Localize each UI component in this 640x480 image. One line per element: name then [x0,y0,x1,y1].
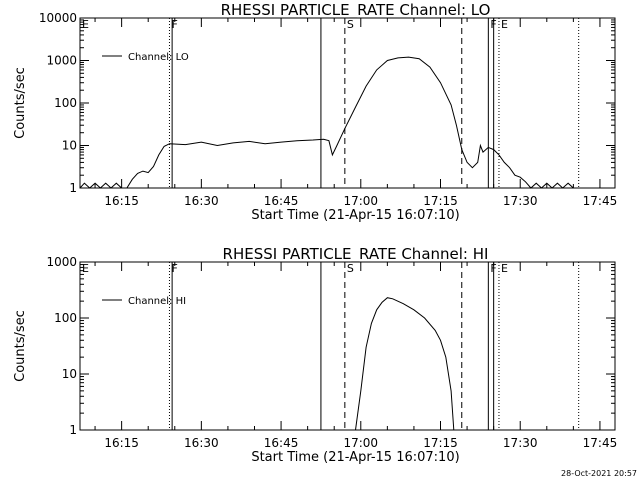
x-tick-label: 17:00 [343,436,378,450]
x-tick-label: 16:15 [104,194,139,208]
x-tick-label: 16:15 [104,436,139,450]
y-tick-label: 100 [54,311,77,325]
x-tick-label: 17:15 [423,194,458,208]
x-tick-label: 17:00 [343,194,378,208]
marker-label: S [347,262,354,275]
y-tick-label: 10 [62,367,77,381]
marker-label: E [82,18,89,31]
x-tick-label: 16:45 [264,194,299,208]
chart-title: RHESSI PARTICLE_RATE Channel: HI [223,245,489,264]
marker-label: F [171,18,177,31]
y-axis-label: Counts/sec [13,310,28,382]
x-tick-label: 17:30 [503,194,538,208]
marker-label: E [501,18,508,31]
y-axis-label: Counts/sec [13,67,28,139]
series-line [79,56,574,189]
legend-label: Channel: HI [128,296,186,307]
x-tick-label: 17:15 [423,436,458,450]
legend-label: Channel: LO [128,52,189,63]
marker-label: E [82,262,89,275]
y-tick-label: 1 [69,423,77,437]
y-tick-label: 1000 [46,255,77,269]
footer-timestamp: 28-Oct-2021 20:57 [561,469,637,478]
marker-label: E [501,262,508,275]
marker-label: F [171,262,177,275]
series-line [355,297,455,431]
x-tick-label: 17:45 [583,194,618,208]
x-tick-label: 16:30 [184,436,219,450]
x-axis-label: Start Time (21-Apr-15 16:07:10) [251,450,459,465]
chart-panel-1: RHESSI PARTICLE_RATE Channel: LO 1 10 100 10… [13,1,617,223]
y-tick-label: 10000 [39,11,77,25]
x-tick-label: 16:30 [184,194,219,208]
x-tick-label: 16:45 [264,436,299,450]
y-tick-label: 1000 [46,54,77,68]
chart-title: RHESSI PARTICLE_RATE Channel: LO [221,1,491,20]
y-tick-label: 1 [69,181,77,195]
x-tick-label: 17:45 [583,436,618,450]
marker-label: S [347,18,354,31]
x-axis-label: Start Time (21-Apr-15 16:07:10) [251,208,459,223]
y-tick-label: 100 [54,96,77,110]
chart-panel-2: RHESSI PARTICLE_RATE Channel: HI 1 10 100 10… [13,245,617,465]
x-tick-label: 17:30 [503,436,538,450]
y-tick-label: 10 [62,139,77,153]
